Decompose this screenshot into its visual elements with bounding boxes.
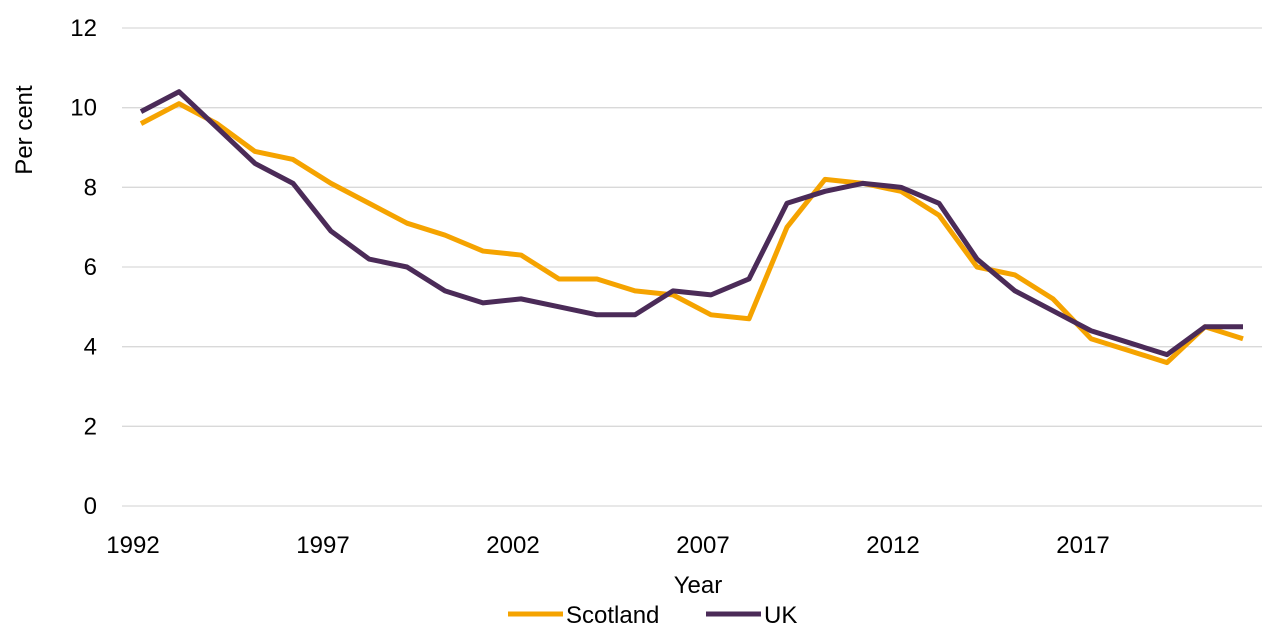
y-axis-tick-labels: 0 2 4 6 8 10 12 — [70, 15, 97, 520]
legend-label: UK — [764, 602, 797, 626]
y-axis-title: Per cent — [11, 85, 38, 175]
series-line-scotland — [139, 101, 1244, 366]
y-tick-label: 6 — [84, 254, 97, 281]
x-tick-label: 1997 — [296, 532, 349, 559]
series-line-uk — [139, 89, 1243, 358]
x-tick-label: 2017 — [1056, 532, 1109, 559]
legend-item-scotland: Scotland — [508, 602, 659, 626]
y-tick-label: 10 — [70, 95, 97, 122]
y-tick-label: 0 — [84, 493, 97, 520]
gridlines — [122, 27, 1262, 507]
x-tick-label: 2012 — [866, 532, 919, 559]
series-lines — [139, 89, 1244, 366]
legend-item-uk: UK — [706, 602, 797, 626]
y-tick-label: 12 — [70, 15, 97, 42]
legend: Scotland UK — [508, 602, 797, 626]
y-tick-label: 4 — [84, 334, 97, 361]
x-axis-title: Year — [674, 572, 723, 599]
x-tick-label: 2007 — [676, 532, 729, 559]
x-tick-label: 2002 — [486, 532, 539, 559]
x-tick-label: 1992 — [106, 532, 159, 559]
legend-label: Scotland — [566, 602, 659, 626]
y-tick-label: 8 — [84, 174, 97, 201]
y-tick-label: 2 — [84, 413, 97, 440]
x-axis-tick-labels: 1992 1997 2002 2007 2012 2017 — [106, 532, 1109, 559]
